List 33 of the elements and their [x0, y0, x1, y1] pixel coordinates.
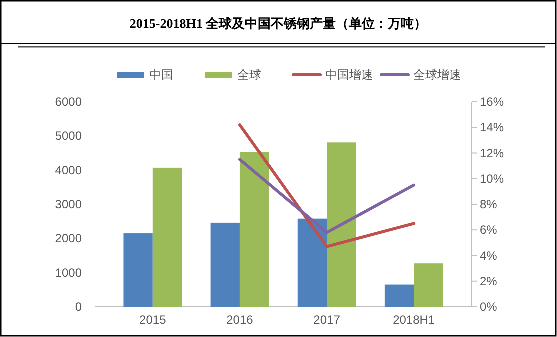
y-tick-label: 5000 — [55, 129, 82, 144]
x-tick-label: 2015 — [140, 313, 167, 327]
bar — [298, 218, 328, 307]
y2-tick-label: 6% — [480, 223, 498, 238]
y2-tick-label: 10% — [480, 172, 504, 186]
x-tick-label: 2017 — [314, 313, 341, 327]
y2-tick-label: 0% — [480, 300, 498, 314]
legend-label: 中国 — [150, 68, 174, 82]
y2-tick-label: 8% — [480, 198, 498, 212]
y2-tick-label: 16% — [480, 95, 504, 109]
legend-label: 中国增速 — [326, 68, 374, 82]
bar — [327, 142, 356, 307]
chart-title: 2015-2018H1 全球及中国不锈钢产量（单位：万吨） — [130, 16, 428, 31]
bar — [414, 264, 444, 307]
y-tick-label: 4000 — [55, 163, 82, 178]
legend-label: 全球 — [238, 68, 262, 82]
y-tick-label: 0 — [75, 300, 82, 314]
bar — [124, 234, 153, 307]
bar — [210, 222, 240, 307]
x-tick-label: 2018H1 — [393, 313, 436, 327]
y-tick-label: 6000 — [55, 95, 82, 109]
y2-tick-label: 2% — [480, 274, 498, 288]
x-tick-label: 2016 — [226, 313, 254, 327]
y2-tick-label: 4% — [480, 248, 498, 263]
y-tick-label: 1000 — [55, 266, 82, 280]
bar — [384, 284, 414, 307]
y-tick-label: 2000 — [55, 232, 82, 246]
y2-tick-label: 12% — [480, 146, 504, 160]
y-tick-label: 3000 — [55, 198, 82, 212]
y2-tick-label: 14% — [480, 120, 504, 135]
legend-label: 全球增速 — [414, 68, 462, 82]
bar — [152, 168, 182, 307]
bar — [240, 152, 270, 307]
